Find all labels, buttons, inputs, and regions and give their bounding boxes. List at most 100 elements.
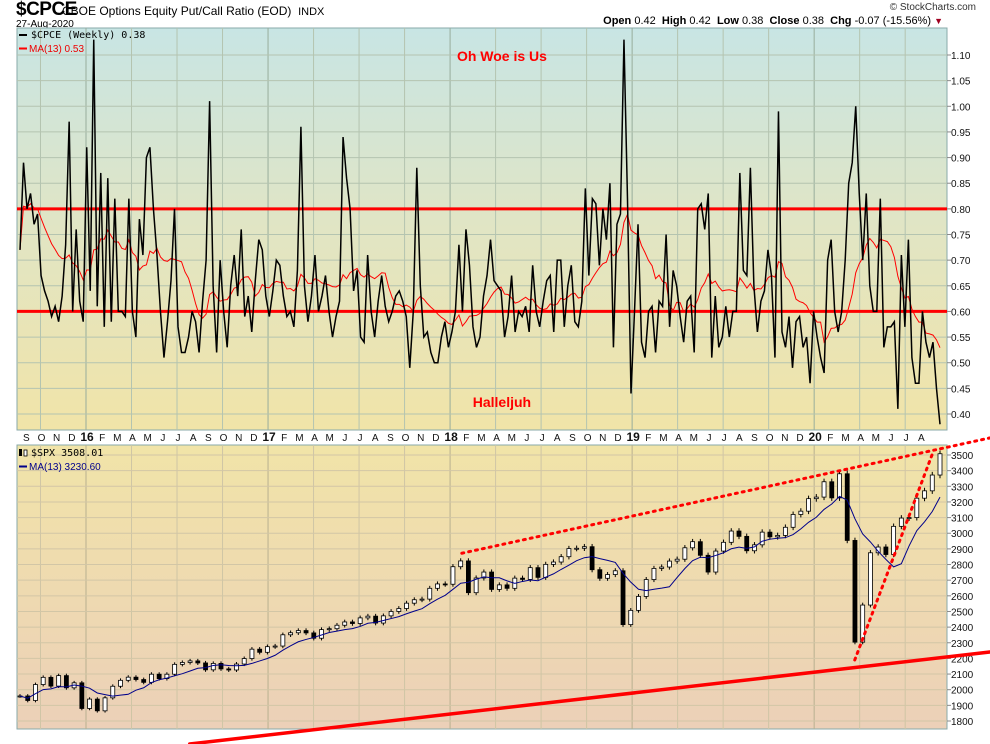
x-axis-tick-label: N bbox=[235, 433, 242, 444]
spx-candle-body bbox=[566, 548, 572, 558]
spx-candle-body bbox=[326, 628, 332, 631]
close-label: Close bbox=[769, 15, 800, 27]
y-axis-tick-label: 0.80 bbox=[951, 205, 971, 216]
y-axis-tick-label: 2100 bbox=[951, 670, 974, 681]
x-axis-tick-label: A bbox=[918, 433, 925, 444]
x-axis-tick-label: M bbox=[508, 433, 516, 444]
y-axis-tick-label: 3400 bbox=[951, 467, 974, 478]
x-axis-tick-label: D bbox=[250, 433, 257, 444]
x-axis-tick-label: M bbox=[690, 433, 698, 444]
x-axis-tick-label: A bbox=[857, 433, 864, 444]
candle-icon bbox=[19, 449, 22, 456]
spx-candle-body bbox=[589, 546, 595, 571]
spx-candle-body bbox=[914, 497, 920, 518]
spx-candle-body bbox=[581, 546, 587, 549]
cpce-legend-swatch bbox=[19, 34, 27, 36]
spx-candle-body bbox=[520, 577, 525, 580]
spx-candle-body bbox=[697, 541, 703, 556]
x-axis-tick-label: M bbox=[144, 433, 152, 444]
cpce-ma-line bbox=[19, 202, 941, 348]
spx-candle-body bbox=[736, 530, 742, 537]
spx-candle-body bbox=[187, 660, 193, 663]
upper-panel-bg bbox=[16, 27, 948, 431]
spx-candle-body bbox=[427, 587, 433, 600]
x-axis-tick-label: S bbox=[205, 433, 212, 444]
x-axis-tick-label: J bbox=[524, 433, 529, 444]
spx-candle-body bbox=[489, 571, 494, 590]
x-axis-tick-label: J bbox=[540, 433, 545, 444]
y-axis-tick-label: 0.50 bbox=[951, 359, 971, 370]
spx-candle-body bbox=[311, 632, 317, 639]
spx-candle-body bbox=[210, 663, 216, 671]
spx-candle-body bbox=[257, 648, 263, 653]
y-axis-tick-label: 2200 bbox=[951, 654, 974, 665]
spx-candle-body bbox=[288, 632, 293, 636]
spx-candle-body bbox=[396, 608, 402, 612]
spx-candle-body bbox=[844, 473, 850, 541]
spx-candle-body bbox=[759, 531, 765, 546]
spx-candle-body bbox=[891, 525, 897, 555]
chg-value: -0.07 (-15.56%) bbox=[854, 15, 932, 27]
spx-candle-body bbox=[767, 531, 773, 538]
x-axis-tick-label: J bbox=[706, 433, 711, 444]
exchange-label: INDX bbox=[298, 6, 325, 18]
spx-candle-body bbox=[40, 676, 46, 685]
spx-candle-body bbox=[319, 629, 324, 639]
x-axis-tick-label: A bbox=[736, 433, 743, 444]
x-axis-tick-label: M bbox=[295, 433, 303, 444]
open-label: Open bbox=[603, 15, 632, 27]
x-axis: S O N D 16 F M A M J J A S O N D 17 F M A M J J A S O N D 18 F M A M J J A S… bbox=[17, 430, 947, 444]
spx-candle-body bbox=[365, 615, 371, 619]
spx-candle-body bbox=[860, 604, 866, 643]
spx-candle-body bbox=[504, 584, 510, 589]
spx-candle-body bbox=[682, 547, 688, 560]
down-arrow-icon: ▼ bbox=[934, 16, 943, 26]
spx-candle-body bbox=[388, 611, 394, 617]
spx-candle-body bbox=[535, 567, 541, 578]
spx-candle-body bbox=[898, 517, 904, 527]
ohlc-summary: Open 0.42 High 0.42 Low 0.38 Close 0.38 … bbox=[603, 15, 943, 28]
spx-candle-body bbox=[218, 663, 224, 670]
spx-candle-body bbox=[149, 673, 154, 683]
y-axis-tick-label: 0.85 bbox=[951, 179, 971, 190]
spx-candle-body bbox=[110, 685, 116, 699]
x-axis-tick-label: J bbox=[889, 433, 894, 444]
spx-candle-body bbox=[435, 583, 440, 589]
spx-plot bbox=[17, 436, 990, 744]
spx-candle-body bbox=[605, 574, 610, 579]
spx-candle-body bbox=[442, 583, 448, 586]
y-axis-tick-label: 0.95 bbox=[951, 128, 971, 139]
spx-candle-body bbox=[651, 568, 657, 580]
spx-candle-body bbox=[551, 561, 556, 565]
spx-candle-body bbox=[156, 673, 162, 679]
x-axis-tick-label: A bbox=[372, 433, 379, 444]
spx-candle-body bbox=[63, 675, 69, 689]
spx-candle-body bbox=[172, 663, 178, 675]
x-axis-tick-label: F bbox=[645, 433, 651, 444]
y-axis-tick-label: 2500 bbox=[951, 607, 974, 618]
spx-candle-body bbox=[357, 617, 363, 624]
spx-ma-legend-label: MA(13) 3230.60 bbox=[29, 462, 101, 473]
chart-annotation: Oh Woe is Us bbox=[457, 48, 547, 64]
annotations: Oh Woe is Us Halleljuh bbox=[457, 48, 547, 410]
x-axis-tick-label: A bbox=[129, 433, 136, 444]
y-axis-tick-label: 2000 bbox=[951, 686, 974, 697]
y-axis-tick-label: 3100 bbox=[951, 514, 974, 525]
lower-legend: $SPX 3508.01 MA(13) 3230.60 bbox=[19, 448, 103, 473]
spx-candle-body bbox=[782, 526, 788, 536]
y-axis-tick-label: 0.65 bbox=[951, 282, 971, 293]
spx-candle-body bbox=[883, 546, 889, 555]
spx-candle-body bbox=[141, 679, 147, 683]
x-axis-tick-label: N bbox=[599, 433, 606, 444]
spx-candle-body bbox=[922, 490, 927, 499]
x-axis-tick-label: M bbox=[113, 433, 121, 444]
cpce-ma-legend-label: MA(13) 0.53 bbox=[29, 44, 84, 55]
x-axis-tick-label: 17 bbox=[262, 430, 276, 444]
x-axis-tick-label: O bbox=[220, 433, 228, 444]
y-axis-tick-label: 2400 bbox=[951, 623, 974, 634]
spx-candle-body bbox=[628, 609, 634, 626]
spx-candle-body bbox=[450, 566, 456, 585]
high-value: 0.42 bbox=[689, 15, 711, 27]
candle-icon-2 bbox=[23, 449, 28, 457]
y-axis-tick-label: 2900 bbox=[951, 545, 974, 556]
